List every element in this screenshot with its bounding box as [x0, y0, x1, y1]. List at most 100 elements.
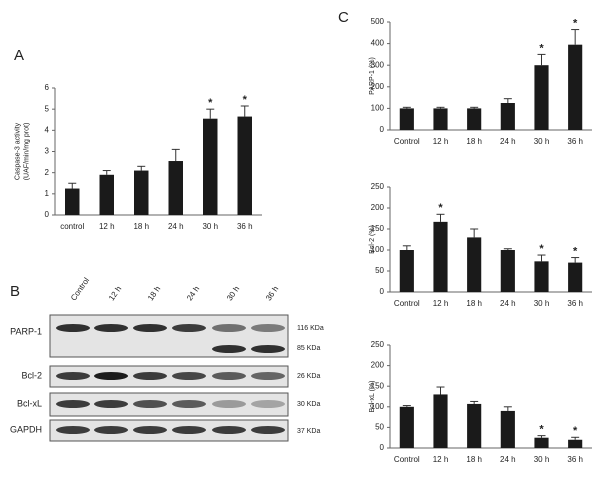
x-tick-label: 36 h: [567, 299, 583, 308]
row-label: Bcl-2: [21, 370, 42, 380]
panel-label: A: [14, 47, 24, 64]
bar: [467, 403, 482, 448]
significance-mark: *: [539, 243, 544, 255]
significance-mark: *: [539, 424, 544, 436]
lane-label: 12 h: [107, 284, 123, 302]
bar: [433, 108, 448, 130]
bar: [467, 108, 482, 130]
band: [172, 324, 206, 332]
band: [212, 345, 246, 353]
band: [56, 400, 90, 408]
bar: [99, 174, 114, 215]
band: [251, 400, 285, 408]
blot-strip: [49, 419, 289, 442]
y-tick-label: 100: [371, 104, 385, 113]
band: [251, 324, 285, 332]
band: [56, 324, 90, 332]
band: [133, 400, 167, 408]
bar: [568, 262, 583, 292]
y-tick-label: 300: [371, 60, 385, 69]
y-tick-label: 6: [45, 83, 50, 92]
y-tick-label: 150: [371, 224, 385, 233]
marker-label: 37 KDa: [297, 428, 320, 435]
y-tick-label: 5: [45, 104, 50, 113]
bar: [433, 394, 448, 448]
bar: [467, 237, 482, 292]
bar: [134, 170, 149, 215]
x-tick-label: Control: [394, 455, 420, 464]
x-tick-label: 36 h: [567, 137, 583, 146]
row-label: Bcl-xL: [17, 398, 42, 408]
x-tick-label: 24 h: [500, 137, 516, 146]
y-tick-label: 50: [375, 423, 384, 432]
band: [133, 324, 167, 332]
y-tick-label: 0: [380, 287, 385, 296]
band: [212, 400, 246, 408]
x-tick-label: Control: [394, 299, 420, 308]
x-tick-label: 12 h: [433, 299, 449, 308]
band: [212, 324, 246, 332]
marker-label: 30 KDa: [297, 401, 320, 408]
x-tick-label: 30 h: [534, 137, 550, 146]
y-tick-label: 500: [371, 17, 385, 26]
band: [172, 426, 206, 434]
x-tick-label: Control: [394, 137, 420, 146]
band: [133, 426, 167, 434]
blot-strip: [49, 365, 289, 388]
y-tick-label: 50: [375, 266, 384, 275]
y-axis-label: Caspase-3 activity: [14, 122, 21, 180]
band: [172, 372, 206, 380]
y-tick-label: 400: [371, 39, 385, 48]
band: [94, 324, 128, 332]
y-tick-label: 0: [45, 210, 50, 219]
band: [172, 400, 206, 408]
significance-mark: *: [573, 245, 578, 257]
x-tick-label: 36 h: [567, 455, 583, 464]
band: [56, 372, 90, 380]
bar: [500, 410, 515, 448]
significance-mark: *: [573, 425, 578, 437]
x-tick-label: 30 h: [534, 299, 550, 308]
bar: [203, 118, 218, 215]
significance-mark: *: [539, 42, 544, 54]
bar: [168, 161, 183, 215]
band: [133, 372, 167, 380]
bar: [237, 116, 252, 215]
y-axis-label: Bcl-2 (%): [369, 225, 376, 254]
blot-strip: [49, 314, 289, 358]
x-tick-label: 12 h: [433, 137, 449, 146]
y-tick-label: 200: [371, 203, 385, 212]
band: [251, 345, 285, 353]
significance-mark: *: [573, 17, 578, 29]
y-tick-label: 0: [380, 125, 385, 134]
y-tick-label: 100: [371, 402, 385, 411]
bar: [534, 261, 549, 292]
panel-label: C: [338, 9, 349, 26]
lane-label: 18 h: [146, 284, 162, 302]
y-tick-label: 150: [371, 381, 385, 390]
y-axis-label: PARP-1 (%): [369, 57, 376, 95]
lane-label: 24 h: [185, 284, 201, 302]
marker-label: 26 KDa: [297, 373, 320, 380]
bar: [399, 108, 414, 130]
marker-label: 116 KDa: [297, 325, 324, 332]
x-tick-label: 36 h: [237, 222, 253, 231]
bar: [568, 44, 583, 130]
y-tick-label: 100: [371, 245, 385, 254]
bar: [500, 103, 515, 130]
marker-label: 85 KDa: [297, 345, 320, 352]
y-tick-label: 250: [371, 340, 385, 349]
panel-label: B: [10, 283, 20, 300]
band: [251, 372, 285, 380]
x-tick-label: 30 h: [534, 455, 550, 464]
x-tick-label: 24 h: [500, 455, 516, 464]
x-tick-label: control: [60, 222, 84, 231]
band: [251, 426, 285, 434]
y-tick-label: 4: [45, 125, 50, 134]
lane-label: 36 h: [264, 284, 280, 302]
y-tick-label: 1: [45, 189, 50, 198]
significance-mark: *: [208, 97, 213, 109]
y-axis-label: (UAF/min/mg prot): [23, 123, 30, 181]
x-tick-label: 12 h: [433, 455, 449, 464]
